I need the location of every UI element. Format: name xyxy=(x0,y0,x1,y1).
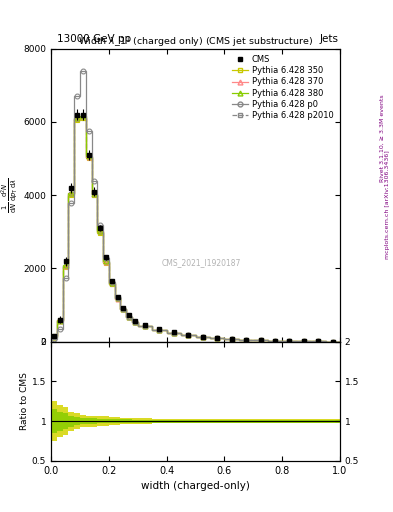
Text: CMS_2021_I1920187: CMS_2021_I1920187 xyxy=(162,259,241,268)
Y-axis label: $\frac{1}{\mathrm{d}N}\,\frac{\mathrm{d}^2 N}{\mathrm{d}p_\mathrm{T}\,\mathrm{d}: $\frac{1}{\mathrm{d}N}\,\frac{\mathrm{d}… xyxy=(0,178,20,213)
Title: Width $\lambda\_1^1$ (charged only) (CMS jet substructure): Width $\lambda\_1^1$ (charged only) (CMS… xyxy=(78,34,313,49)
Y-axis label: Ratio to CMS: Ratio to CMS xyxy=(20,372,29,430)
Text: mcplots.cern.ch [arXiv:1306.3436]: mcplots.cern.ch [arXiv:1306.3436] xyxy=(385,151,390,259)
X-axis label: width (charged-only): width (charged-only) xyxy=(141,481,250,491)
Legend: CMS, Pythia 6.428 350, Pythia 6.428 370, Pythia 6.428 380, Pythia 6.428 p0, Pyth: CMS, Pythia 6.428 350, Pythia 6.428 370,… xyxy=(229,53,336,122)
Text: Jets: Jets xyxy=(320,33,339,44)
Text: 13000 GeV pp: 13000 GeV pp xyxy=(57,33,131,44)
Text: Rivet 3.1.10, ≥ 3.3M events: Rivet 3.1.10, ≥ 3.3M events xyxy=(380,94,384,182)
